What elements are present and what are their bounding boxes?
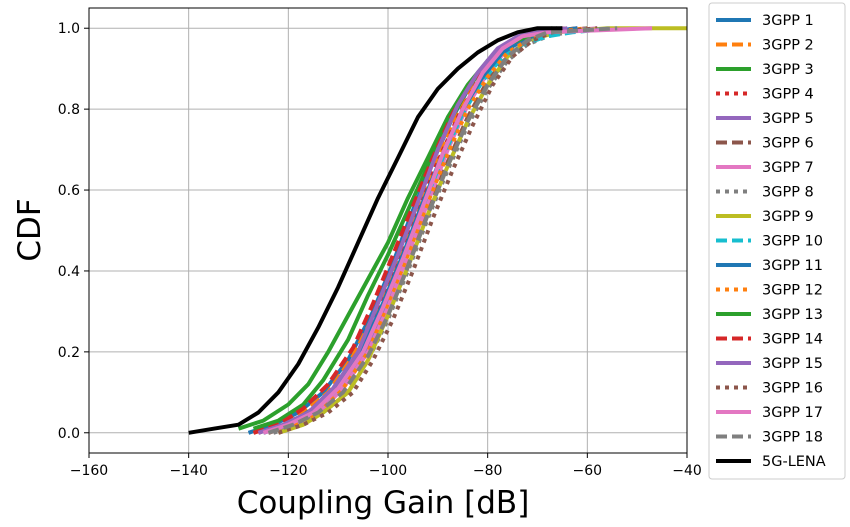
y-tick-label: 0.2 [58,345,80,361]
x-tick-label: −100 [369,463,407,479]
legend-label: 3GPP 8 [762,185,814,201]
x-tick-label: −80 [473,463,503,479]
legend-label: 3GPP 1 [762,13,814,29]
legend-label: 3GPP 15 [762,356,823,372]
legend-label: 3GPP 16 [762,381,823,397]
legend-label: 3GPP 14 [762,332,823,348]
y-tick-label: 0.0 [58,426,80,442]
series-line [272,26,588,435]
x-tick-label: −60 [573,463,603,479]
legend-frame [708,2,846,480]
legend-label: 3GPP 5 [762,111,814,127]
x-tick-label: −120 [269,463,307,479]
x-tick-label: −140 [169,463,207,479]
legend-label: 3GPP 13 [762,307,823,323]
legend-label: 3GPP 2 [762,38,814,54]
series-line [188,26,563,435]
y-tick-label: 0.6 [58,183,80,199]
x-axis: −160 −140 −120 −100 −80 −60 −40 [70,453,702,479]
series-line [262,26,653,435]
legend-label: 3GPP 18 [762,430,823,446]
series-line [267,26,618,435]
legend-label: 3GPP 3 [762,62,814,78]
series-layer [188,26,687,435]
grid-lines [88,8,688,453]
legend-label: 3GPP 12 [762,283,823,299]
series-line [252,26,568,435]
legend-label: 3GPP 4 [762,87,814,103]
y-tick-label: 0.8 [58,102,80,118]
legend-label: 3GPP 6 [762,136,814,152]
x-axis-label: Coupling Gain [dB] [237,485,530,521]
x-tick-label: −160 [70,463,108,479]
series-line [257,26,568,435]
legend-label: 3GPP 9 [762,209,814,225]
series-line [277,26,598,435]
legend-label: 3GPP 10 [762,234,823,250]
y-tick-label: 0.4 [58,264,80,280]
legend-label: 3GPP 11 [762,258,823,274]
legend-label: 3GPP 7 [762,160,814,176]
x-tick-label: −40 [672,463,702,479]
y-axis: 0.0 0.2 0.4 0.6 0.8 1.0 [58,21,89,442]
y-axis-label: CDF [12,198,48,261]
y-tick-label: 1.0 [58,21,80,37]
legend: 3GPP 1 3GPP 2 3GPP 3 3GPP 4 3GPP 5 3GPP 6 3GPP… [708,2,846,480]
legend-label: 3GPP 17 [762,405,823,421]
legend-label: 5G-LENA [762,454,826,470]
